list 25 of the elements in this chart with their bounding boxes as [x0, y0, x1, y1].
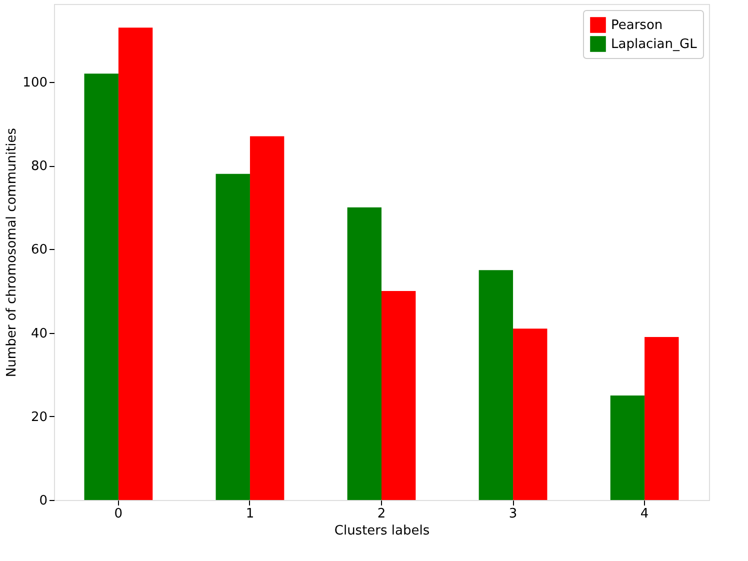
- x-tick-label: 2: [377, 506, 386, 522]
- bar: [216, 174, 250, 500]
- bar: [84, 74, 118, 500]
- x-tick-label: 3: [508, 506, 518, 522]
- bar: [250, 136, 284, 500]
- y-tick-label: 80: [30, 159, 48, 174]
- bar: [382, 290, 416, 500]
- y-tick-label: 0: [39, 494, 48, 508]
- legend-label: Pearson: [611, 18, 663, 33]
- y-tick-label: 40: [30, 326, 48, 342]
- y-tick-label: 60: [30, 242, 48, 258]
- bar: [610, 395, 645, 500]
- legend-label: Laplacian_GL: [611, 37, 698, 52]
- y-tick-label: 100: [22, 75, 48, 90]
- y-axis-title: Number of chromosomal communities: [4, 128, 20, 378]
- bar: [478, 270, 514, 500]
- x-tick-label: 0: [114, 506, 123, 522]
- bar: [118, 28, 153, 500]
- x-axis-title: Clusters labels: [334, 524, 430, 538]
- bar: [347, 207, 382, 500]
- x-tick-label: 1: [246, 506, 254, 522]
- x-tick-label: 4: [640, 506, 649, 522]
- bar: [644, 336, 679, 500]
- bar: [513, 328, 548, 500]
- y-tick-label: 20: [30, 410, 48, 425]
